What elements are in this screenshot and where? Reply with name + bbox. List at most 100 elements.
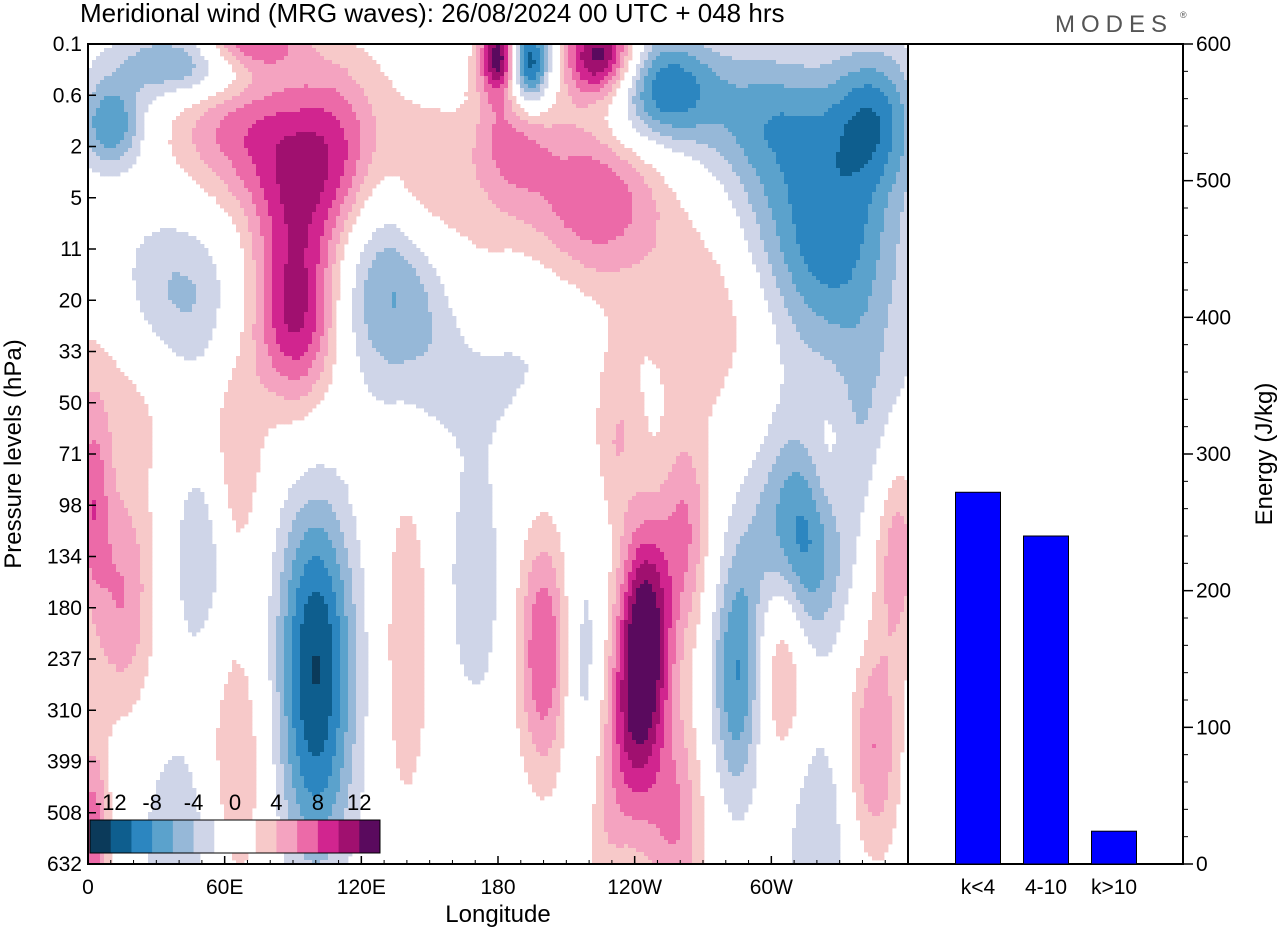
heatmap-cell [556,124,560,128]
heatmap-cell [544,128,548,132]
heatmap-cell [420,144,424,148]
heatmap-cell [660,120,664,124]
heatmap-cell [716,96,720,100]
heatmap-cell [736,100,740,104]
heatmap-cell [876,92,880,96]
heatmap-cell [852,108,856,112]
heatmap-cell [600,124,604,128]
heatmap-cell [244,132,248,136]
heatmap-cell [112,140,116,144]
heatmap-cell [124,96,128,100]
heatmap-cell [120,68,124,72]
heatmap-cell [592,132,596,136]
heatmap-cell [308,64,312,68]
heatmap-cell [524,64,528,68]
heatmap-cell [496,52,500,56]
heatmap-cell [708,72,712,76]
heatmap-cell [216,148,220,152]
heatmap-cell [516,64,520,68]
heatmap-cell [740,84,744,88]
heatmap-cell [228,116,232,120]
heatmap-cell [788,100,792,104]
heatmap-cell [780,136,784,140]
heatmap-cell [796,132,800,136]
heatmap-cell [352,88,356,92]
heatmap-cell [448,120,452,124]
heatmap-cell [344,84,348,88]
heatmap-cell [604,72,608,76]
heatmap-cell [772,80,776,84]
heatmap-cell [784,148,788,152]
modes-logo: MODES [1055,11,1173,38]
heatmap-cell [844,140,848,144]
heatmap-cell [476,108,480,112]
heatmap-cell [360,148,364,152]
heatmap-cell [528,148,532,152]
heatmap-cell [292,132,296,136]
heatmap-cell [748,152,752,156]
heatmap-cell [188,64,192,68]
heatmap-cell [464,116,468,120]
heatmap-cell [676,108,680,112]
heatmap-cell [592,48,596,52]
heatmap-cell [288,56,292,60]
heatmap-cell [256,148,260,152]
heatmap-cell [780,132,784,136]
heatmap-cell [380,132,384,136]
heatmap-cell [808,88,812,92]
heatmap-cell [112,64,116,68]
heatmap-cell [352,100,356,104]
heatmap-cell [740,148,744,152]
heatmap-cell [480,48,484,52]
heatmap-cell [488,80,492,84]
heatmap-cell [116,88,120,92]
heatmap-cell [656,104,660,108]
heatmap-cell [748,112,752,116]
heatmap-cell [112,120,116,124]
heatmap-cell [840,128,844,132]
heatmap-cell [408,124,412,128]
heatmap-cell [136,152,140,156]
heatmap-cell [516,60,520,64]
heatmap-cell [612,88,616,92]
heatmap-cell [604,64,608,68]
heatmap-cell [112,116,116,120]
heatmap-cell [792,136,796,140]
heatmap-cell [892,112,896,116]
heatmap-cell [420,128,424,132]
heatmap-cell [100,148,104,152]
heatmap-cell [484,132,488,136]
heatmap-cell [368,72,372,76]
heatmap-cell [384,84,388,88]
heatmap-cell [164,56,168,60]
heatmap-cell [256,104,260,108]
heatmap-cell [192,68,196,72]
heatmap-cell [580,108,584,112]
heatmap-cell [788,152,792,156]
heatmap-cell [364,88,368,92]
heatmap-cell [516,52,520,56]
heatmap-cell [664,64,668,68]
heatmap-cell [476,100,480,104]
heatmap-cell [656,136,660,140]
heatmap-cell [200,56,204,60]
heatmap-cell [676,116,680,120]
heatmap-cell [796,68,800,72]
heatmap-cell [416,144,420,148]
heatmap-cell [208,152,212,156]
heatmap-cell [700,48,704,52]
heatmap-cell [284,96,288,100]
heatmap-cell [864,88,868,92]
heatmap-cell [628,112,632,116]
heatmap-cell [696,56,700,60]
heatmap-cell [264,96,268,100]
heatmap-cell [420,148,424,152]
heatmap-cell [828,112,832,116]
heatmap-cell [256,128,260,132]
heatmap-cell [884,148,888,152]
heatmap-cell [736,84,740,88]
heatmap-cell [396,152,400,156]
heatmap-cell [816,132,820,136]
heatmap-cell [536,48,540,52]
heatmap-cell [792,124,796,128]
